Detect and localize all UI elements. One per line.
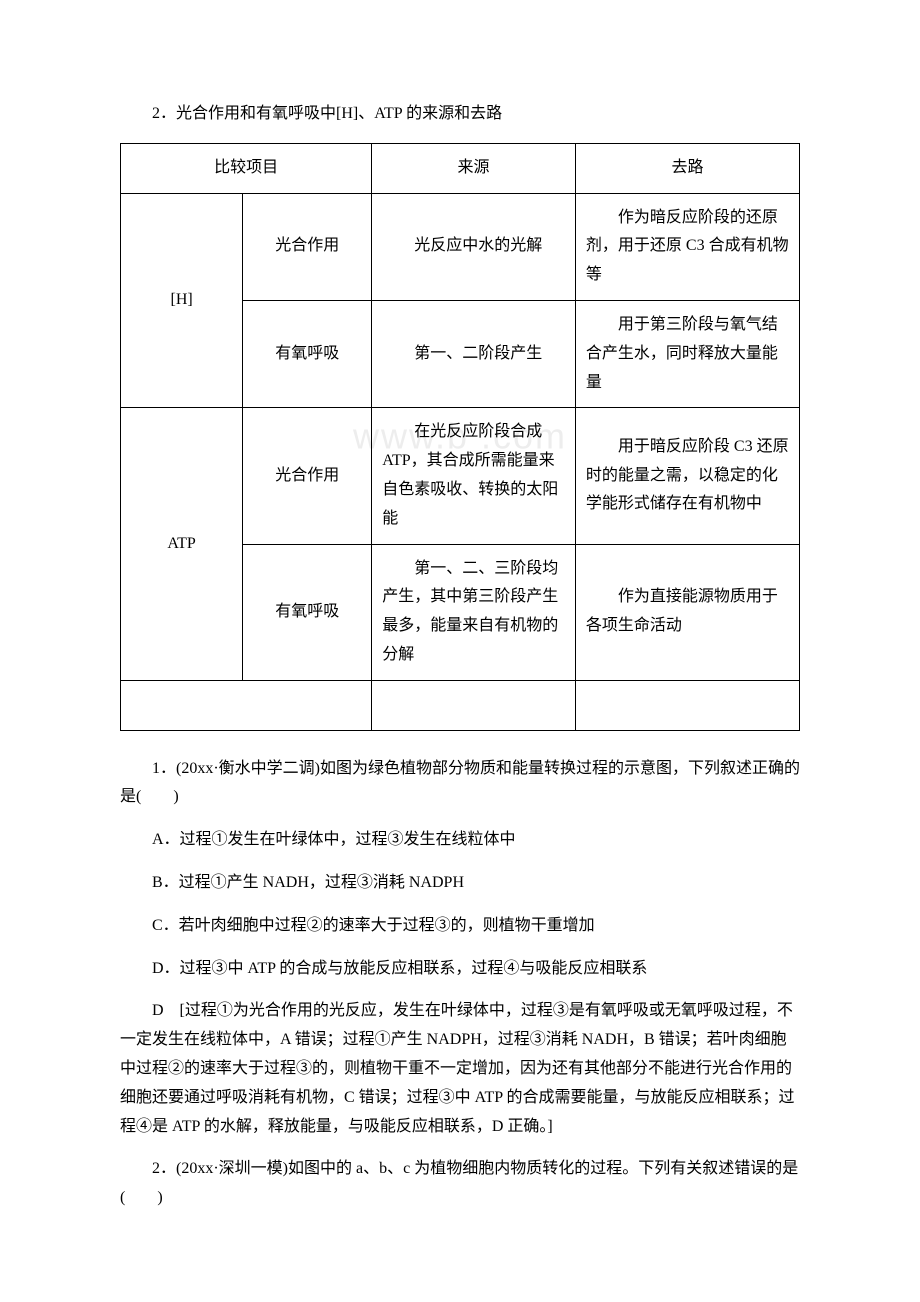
header-item: 比较项目 (121, 143, 372, 193)
header-dest: 去路 (575, 143, 799, 193)
q1-option-c: C．若叶肉细胞中过程②的速率大于过程③的，则植物干重增加 (120, 912, 800, 941)
cell-text: 在光反应阶段合成 ATP，其合成所需能量来自色素吸收、转换的太阳能 (382, 418, 565, 533)
empty-cell (372, 680, 576, 730)
table-container: www.b .com 比较项目 来源 去路 [H] 光合作用 光反应中水的光解 … (120, 143, 800, 731)
cell-text: 作为暗反应阶段的还原剂，用于还原 C3 合成有机物等 (586, 204, 789, 290)
cell-source: 在光反应阶段合成 ATP，其合成所需能量来自色素吸收、转换的太阳能 (372, 408, 576, 544)
cell-dest: 作为直接能源物质用于各项生命活动 (575, 544, 799, 680)
table-header-row: 比较项目 来源 去路 (121, 143, 800, 193)
cell-dest: 作为暗反应阶段的还原剂，用于还原 C3 合成有机物等 (575, 193, 799, 300)
cell-dest: 用于暗反应阶段 C3 还原时的能量之需，以稳定的化学能形式储存在有机物中 (575, 408, 799, 544)
table-row: [H] 光合作用 光反应中水的光解 作为暗反应阶段的还原剂，用于还原 C3 合成… (121, 193, 800, 300)
cell-text: 光反应中水的光解 (382, 232, 565, 261)
q1-option-a: A．过程①发生在叶绿体中，过程③发生在线粒体中 (120, 826, 800, 855)
cell-source: 第一、二、三阶段均产生，其中第三阶段产生最多，能量来自有机物的分解 (372, 544, 576, 680)
q1-stem: 1．(20xx·衡水中学二调)如图为绿色植物部分物质和能量转换过程的示意图，下列… (120, 755, 800, 813)
table-empty-row (121, 680, 800, 730)
sublabel: 光合作用 (243, 193, 372, 300)
comparison-table: 比较项目 来源 去路 [H] 光合作用 光反应中水的光解 作为暗反应阶段的还原剂… (120, 143, 800, 731)
empty-cell (575, 680, 799, 730)
cell-dest: 用于第三阶段与氧气结合产生水，同时释放大量能量 (575, 300, 799, 407)
cell-text: 第一、二、三阶段均产生，其中第三阶段产生最多，能量来自有机物的分解 (382, 555, 565, 670)
q1-option-d: D．过程③中 ATP 的合成与放能反应相联系，过程④与吸能反应相联系 (120, 955, 800, 984)
sublabel: 有氧呼吸 (243, 300, 372, 407)
header-source: 来源 (372, 143, 576, 193)
table-row: ATP 光合作用 在光反应阶段合成 ATP，其合成所需能量来自色素吸收、转换的太… (121, 408, 800, 544)
q1-answer: D [过程①为光合作用的光反应，发生在叶绿体中，过程③是有氧呼吸或无氧呼吸过程，… (120, 997, 800, 1141)
group-label-h: [H] (121, 193, 243, 408)
sublabel: 有氧呼吸 (243, 544, 372, 680)
empty-cell (121, 680, 372, 730)
q2-stem: 2．(20xx·深圳一模)如图中的 a、b、c 为植物细胞内物质转化的过程。下列… (120, 1155, 800, 1213)
group-label-atp: ATP (121, 408, 243, 680)
q1-option-b: B．过程①产生 NADH，过程③消耗 NADPH (120, 869, 800, 898)
sublabel: 光合作用 (243, 408, 372, 544)
cell-text: 用于第三阶段与氧气结合产生水，同时释放大量能量 (586, 311, 789, 397)
cell-text: 第一、二阶段产生 (382, 340, 565, 369)
cell-text: 作为直接能源物质用于各项生命活动 (586, 583, 789, 641)
section-heading: 2．光合作用和有氧呼吸中[H]、ATP 的来源和去路 (120, 100, 800, 129)
cell-source: 第一、二阶段产生 (372, 300, 576, 407)
cell-text: 用于暗反应阶段 C3 还原时的能量之需，以稳定的化学能形式储存在有机物中 (586, 433, 789, 519)
cell-source: 光反应中水的光解 (372, 193, 576, 300)
